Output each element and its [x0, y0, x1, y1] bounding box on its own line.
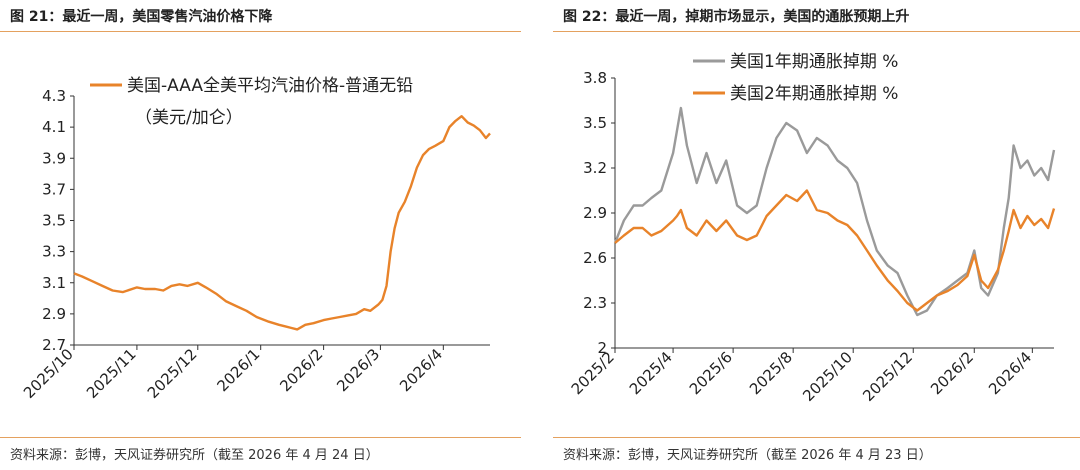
legend-unit-label: （美元/加仑）: [135, 108, 243, 128]
left-panel: 图 21：最近一周，美国零售汽油价格下降 2.7 2.9 3.1 3.3 3.5 3.7 3…: [0, 0, 521, 470]
y-tick-label: 4.3: [42, 87, 66, 105]
y-tick-label: 2.7: [42, 336, 66, 354]
source-rule: [553, 437, 1080, 438]
source-note: 资料来源：彭博，天风证券研究所（截至 2026 年 4 月 23 日）: [563, 448, 932, 463]
x-tick-label: 2025/12: [859, 348, 916, 405]
figure-title: 图 22：最近一周，掉期市场显示，美国的通胀预期上升: [563, 9, 910, 25]
y-tick-label: 2.6: [583, 249, 607, 267]
series-line-1: [73, 115, 491, 331]
y-tick-label: 3.5: [583, 114, 607, 132]
x-tick-label: 2025/2: [568, 348, 618, 398]
x-tick-label: 2026/4: [396, 345, 446, 395]
series-line-1: [613, 106, 1056, 317]
x-tick-label: 2025/11: [83, 345, 140, 402]
y-tick-label: 2.9: [42, 305, 66, 323]
y-tick-label: 2.3: [583, 294, 607, 312]
y-tick-label: 3.9: [42, 149, 66, 167]
y-tick-label: 3.2: [583, 159, 607, 177]
figure-title: 图 21：最近一周，美国零售汽油价格下降: [10, 9, 273, 25]
x-tick-label: 2026/1: [213, 345, 263, 395]
y-tick-label: 2: [597, 339, 607, 357]
x-tick-label: 2025/8: [746, 348, 796, 398]
y-tick-label: 3.1: [42, 274, 66, 292]
y-tick-label: 3.3: [42, 243, 66, 261]
legend-label: 美国2年期通胀掉期 %: [730, 84, 898, 104]
title-rule: [0, 31, 521, 32]
source-note: 资料来源：彭博，天风证券研究所（截至 2026 年 4 月 24 日）: [10, 448, 379, 463]
series-line-2: [614, 189, 1056, 312]
x-tick-label: 2025/4: [626, 348, 676, 398]
x-tick-label: 2025/6: [686, 348, 736, 398]
x-tick-label: 2025/10: [799, 348, 856, 405]
x-tick-label: 2026/4: [985, 348, 1035, 398]
legend-label: 美国-AAA全美平均汽油价格-普通无铅: [127, 76, 413, 96]
x-tick-label: 2026/2: [276, 345, 326, 395]
legend-label: 美国1年期通胀掉期 %: [730, 52, 898, 72]
y-tick-label: 3.8: [583, 69, 607, 87]
source-rule: [0, 437, 521, 438]
y-tick-label: 2.9: [583, 204, 607, 222]
x-tick-label: 2025/12: [144, 345, 201, 402]
x-tick-label: 2026/2: [927, 348, 977, 398]
y-tick-label: 3.7: [42, 180, 66, 198]
y-tick-label: 3.5: [42, 212, 66, 230]
y-tick-label: 4.1: [42, 118, 66, 136]
title-rule: [553, 31, 1080, 32]
x-tick-label: 2026/3: [333, 345, 383, 395]
right-panel: 图 22：最近一周，掉期市场显示，美国的通胀预期上升 2 2.3 2.6 2.9 3.2…: [553, 0, 1080, 470]
